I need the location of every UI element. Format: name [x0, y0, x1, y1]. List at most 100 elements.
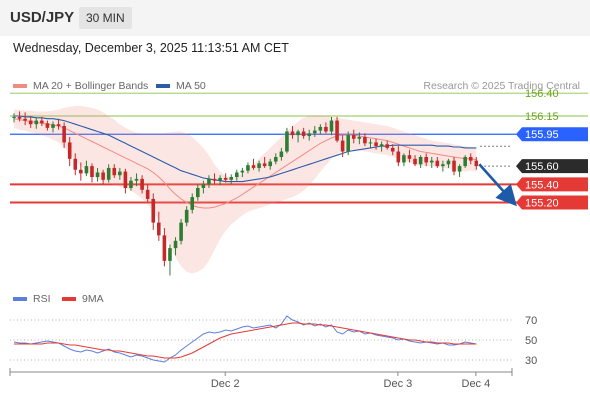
level-badge-1: 156.15	[525, 111, 559, 123]
candles	[12, 111, 479, 276]
candle	[168, 244, 172, 276]
candle-body	[145, 189, 150, 199]
candle-body	[268, 161, 273, 167]
bollinger-band-fill	[14, 106, 477, 274]
candle-body	[17, 116, 22, 119]
legend-rsi: RSI	[13, 293, 51, 305]
candle-body	[62, 126, 66, 143]
legend-swatch-9ma	[62, 297, 76, 301]
interval-button[interactable]: 30 MIN	[79, 7, 132, 29]
candle-body	[246, 165, 250, 171]
candle	[279, 147, 284, 161]
candle	[312, 126, 317, 137]
candle-body	[190, 197, 195, 210]
level-badge-bg	[516, 177, 588, 192]
last-price-label: 155.60	[525, 161, 559, 173]
x-axis: Dec 2 Dec 3 Dec 4	[9, 368, 513, 390]
candle	[84, 160, 89, 177]
candle	[329, 116, 334, 136]
rsi-tick-50: 50	[525, 335, 537, 347]
candle	[95, 167, 100, 182]
candle	[196, 184, 200, 201]
candle-body	[157, 222, 161, 236]
candle-body	[279, 151, 284, 157]
candle	[251, 158, 256, 170]
candle-body	[435, 160, 440, 167]
candle	[79, 162, 83, 181]
candle-body	[151, 198, 156, 223]
level-badges: 156.40 156.15 155.95 155.40 155.20 155.60	[516, 88, 588, 210]
candle-body	[235, 172, 239, 178]
level-badge-3: 155.40	[516, 177, 588, 192]
candle-body	[301, 131, 306, 137]
candle-body	[229, 177, 234, 180]
legend-swatch-ma50	[156, 84, 170, 88]
legend-swatch-bollinger	[13, 84, 27, 88]
legend-label-rsi: RSI	[33, 293, 51, 305]
candle	[123, 168, 128, 194]
candle	[173, 237, 178, 256]
candle-body	[34, 120, 39, 125]
bollinger-middle-line	[13, 118, 477, 209]
candle	[413, 155, 417, 167]
candle	[374, 138, 378, 150]
level-badge-bg	[516, 127, 588, 142]
candle-body	[457, 166, 462, 172]
level-badge-label: 155.40	[525, 179, 559, 191]
candle-body	[396, 151, 401, 163]
candle	[396, 146, 401, 167]
source-credit: Research © 2025 Trading Central	[423, 80, 580, 92]
legend-label-ma50: MA 50	[176, 80, 206, 92]
candle-body	[296, 131, 300, 136]
legend-label-9ma: 9MA	[82, 293, 104, 305]
candle-body	[240, 170, 245, 173]
candle	[229, 174, 234, 185]
timestamp: Wednesday, December 3, 2025 11:13:51 AM …	[13, 41, 289, 55]
candle-body	[346, 135, 350, 152]
candle-body	[223, 177, 228, 180]
level-badge-label: 155.20	[525, 198, 559, 210]
candle-body	[324, 126, 328, 132]
candle	[223, 173, 228, 183]
level-badge-2: 155.95	[516, 127, 588, 142]
candle	[184, 206, 189, 227]
candle-body	[402, 155, 406, 163]
candle	[257, 160, 261, 172]
candle	[235, 169, 239, 181]
candle	[379, 141, 384, 152]
candle	[51, 121, 55, 133]
rsi-line	[13, 315, 477, 363]
candle	[474, 157, 479, 170]
candle-body	[101, 172, 105, 180]
candle	[385, 140, 389, 150]
candle-body	[407, 155, 412, 159]
candle-body	[106, 167, 111, 180]
rsi-ma-line	[14, 322, 477, 359]
candle	[363, 133, 367, 147]
candle-body	[463, 157, 467, 167]
candle-body	[45, 123, 50, 128]
candle-body	[363, 136, 367, 144]
candle	[285, 127, 289, 154]
candle-body	[351, 135, 356, 139]
candle-body	[168, 248, 172, 261]
legend-bollinger: MA 20 + Bollinger Bands	[13, 80, 148, 92]
candle-body	[285, 131, 289, 152]
candle-body	[340, 140, 345, 152]
candle-body	[312, 130, 317, 134]
candle	[151, 193, 156, 230]
legend-ma50: MA 50	[156, 80, 206, 92]
candle	[307, 129, 312, 141]
chart-header: USD/JPY 30 MIN	[0, 0, 590, 36]
level-badge-4: 155.20	[516, 195, 588, 210]
candle-body	[262, 163, 267, 167]
candle	[34, 117, 39, 129]
candle	[318, 124, 323, 135]
candle	[290, 126, 295, 139]
candle-body	[84, 166, 89, 174]
last-price-badge-bg	[516, 159, 588, 174]
candle-body	[290, 131, 295, 136]
candle	[134, 173, 139, 187]
candle	[435, 157, 440, 168]
